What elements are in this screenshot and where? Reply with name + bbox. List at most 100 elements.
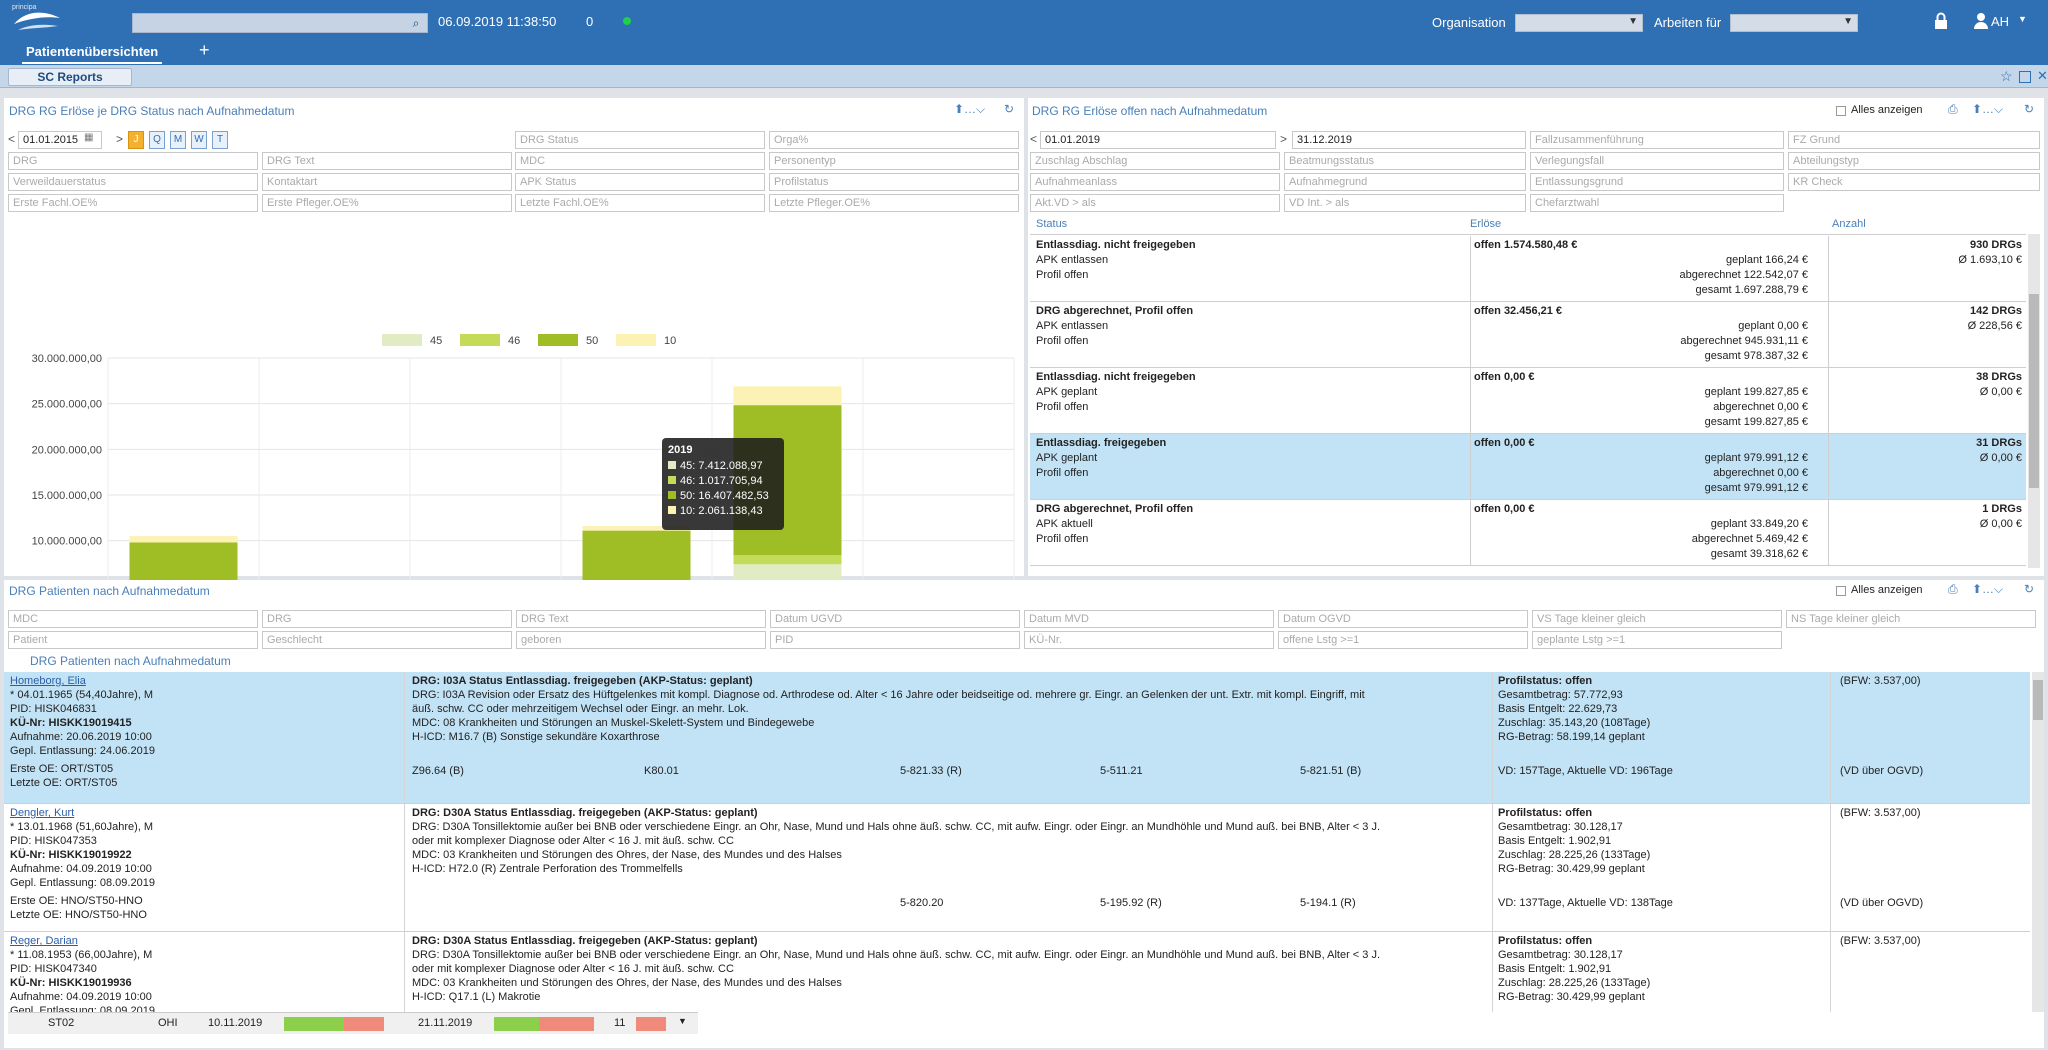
filter-aufnahmegrund[interactable]: Aufnahmegrund: [1284, 173, 1526, 191]
filter-datum-ugvd[interactable]: Datum UGVD: [770, 610, 1020, 628]
filter-pid[interactable]: PID: [770, 631, 1020, 649]
filter-zuschlag-abschlag[interactable]: Zuschlag Abschlag: [1030, 152, 1280, 170]
filter-drg[interactable]: DRG: [8, 152, 258, 170]
scrollbar-thumb[interactable]: [2029, 294, 2039, 488]
bar-10-2019[interactable]: [733, 386, 842, 406]
filter-beatmungsstatus[interactable]: Beatmungsstatus: [1284, 152, 1526, 170]
strip-chevron-icon[interactable]: ▼: [678, 1016, 687, 1026]
patient-name[interactable]: Reger, Darian: [10, 935, 78, 947]
organisation-select[interactable]: ▼: [1515, 14, 1643, 32]
filter-mdc[interactable]: MDC: [8, 610, 258, 628]
filter-aufnahmeanlass[interactable]: Aufnahmeanlass: [1030, 173, 1280, 191]
tab-sc-reports[interactable]: SC Reports: [8, 68, 132, 86]
col-status[interactable]: Status: [1036, 218, 1068, 230]
lock-icon[interactable]: [1934, 12, 1948, 33]
patient-row[interactable]: Dengler, Kurt * 13.01.1968 (51,60Jahre), …: [4, 804, 2030, 932]
add-tab-button[interactable]: +: [199, 40, 210, 60]
period-week-button[interactable]: W: [191, 131, 207, 149]
filter-chefarztwahl[interactable]: Chefarztwahl: [1530, 194, 1784, 212]
legend-label[interactable]: 45: [430, 335, 442, 347]
arbeiten-fuer-select[interactable]: ▼: [1730, 14, 1858, 32]
next-date-icon[interactable]: >: [116, 132, 124, 146]
export-icon[interactable]: ⬆…⌵: [954, 102, 986, 116]
scrollbar-thumb[interactable]: [2033, 680, 2043, 720]
period-day-button[interactable]: T: [212, 131, 228, 149]
patient-name[interactable]: Homeborg, Elia: [10, 675, 86, 687]
user-menu-chevron-icon[interactable]: ▼: [2018, 14, 2027, 24]
bar-10-2018[interactable]: [582, 526, 691, 531]
filter-offene-lstg[interactable]: offene Lstg >=1: [1278, 631, 1528, 649]
legend-swatch[interactable]: [460, 334, 500, 346]
filter-verweildauerstatus[interactable]: Verweildauerstatus: [8, 173, 258, 191]
filter-orga[interactable]: Orga%: [769, 131, 1019, 149]
tab-patientenuebersichten[interactable]: Patientenübersichten: [22, 44, 163, 64]
refresh-icon[interactable]: ↻: [2024, 582, 2035, 596]
period-year-button[interactable]: J: [128, 131, 144, 149]
legend-swatch[interactable]: [616, 334, 656, 346]
filter-erste-pfleger-oe[interactable]: Erste Pfleger.OE%: [262, 194, 512, 212]
filter-apk-status[interactable]: APK Status: [515, 173, 765, 191]
period-quarter-button[interactable]: Q: [149, 131, 165, 149]
filter-fz-grund[interactable]: FZ Grund: [1788, 131, 2040, 149]
search-icon[interactable]: ⌕: [412, 16, 420, 30]
scrollbar[interactable]: [2032, 672, 2044, 1012]
open-row[interactable]: Entlassdiag. nicht freigegeben APK geplan…: [1030, 368, 2026, 434]
filter-datum-mvd[interactable]: Datum MVD: [1024, 610, 1274, 628]
filter-geboren[interactable]: geboren: [516, 631, 766, 649]
prev-date-icon[interactable]: <: [8, 132, 16, 146]
patient-name[interactable]: Dengler, Kurt: [10, 807, 75, 819]
legend-label[interactable]: 46: [508, 335, 520, 347]
filter-kontaktart[interactable]: Kontaktart: [262, 173, 512, 191]
maximize-icon[interactable]: [2019, 71, 2031, 83]
filter-drg-status[interactable]: DRG Status: [515, 131, 765, 149]
bar-46-2019[interactable]: [733, 555, 842, 565]
export-icon[interactable]: ⬆…⌵: [1972, 582, 2004, 596]
user-icon[interactable]: [1973, 12, 1989, 33]
filter-fallzusammenfuehrung[interactable]: Fallzusammenführung: [1530, 131, 1784, 149]
filter-ns-tage[interactable]: NS Tage kleiner gleich: [1786, 610, 2036, 628]
open-row[interactable]: DRG abgerechnet, Profil offen APK entlass…: [1030, 302, 2026, 368]
print-icon[interactable]: ⎙: [1948, 582, 1958, 596]
legend-swatch[interactable]: [538, 334, 578, 346]
patient-row[interactable]: Reger, Darian * 11.08.1953 (66,00Jahre), …: [4, 932, 2030, 1012]
date-input[interactable]: 01.01.2015: [18, 131, 102, 149]
refresh-icon[interactable]: ↻: [2024, 102, 2035, 116]
open-row[interactable]: DRG abgerechnet, Profil offen APK aktuell…: [1030, 500, 2026, 566]
col-erloese[interactable]: Erlöse: [1470, 218, 1502, 230]
refresh-icon[interactable]: ↻: [1004, 102, 1015, 116]
filter-kr-check[interactable]: KR Check: [1788, 173, 2040, 191]
legend-label[interactable]: 10: [664, 335, 676, 347]
search-input[interactable]: [132, 13, 428, 33]
filter-drg-text[interactable]: DRG Text: [262, 152, 512, 170]
to-arrow-icon[interactable]: >: [1280, 132, 1288, 146]
print-icon[interactable]: ⎙: [1948, 102, 1958, 116]
bar-10-2015[interactable]: [129, 536, 238, 543]
open-row[interactable]: Entlassdiag. nicht freigegeben APK entlas…: [1030, 236, 2026, 302]
filter-mdc[interactable]: MDC: [515, 152, 765, 170]
filter-akt-vd[interactable]: Akt.VD > als: [1030, 194, 1280, 212]
legend-swatch[interactable]: [382, 334, 422, 346]
filter-verlegungsfall[interactable]: Verlegungsfall: [1530, 152, 1784, 170]
filter-vs-tage[interactable]: VS Tage kleiner gleich: [1532, 610, 1782, 628]
app-logo[interactable]: [12, 6, 62, 36]
date-from-input[interactable]: 01.01.2019: [1040, 131, 1276, 149]
legend-label[interactable]: 50: [586, 335, 598, 347]
filter-profilstatus[interactable]: Profilstatus: [769, 173, 1019, 191]
filter-datum-ogvd[interactable]: Datum OGVD: [1278, 610, 1528, 628]
filter-geschlecht[interactable]: Geschlecht: [262, 631, 512, 649]
filter-personentyp[interactable]: Personentyp: [769, 152, 1019, 170]
calendar-icon[interactable]: ▦: [84, 132, 94, 143]
filter-letzte-pfleger-oe[interactable]: Letzte Pfleger.OE%: [769, 194, 1019, 212]
close-icon[interactable]: ✕: [2037, 68, 2048, 83]
col-anzahl[interactable]: Anzahl: [1832, 218, 1866, 230]
filter-ku-nr[interactable]: KÜ-Nr.: [1024, 631, 1274, 649]
filter-geplante-lstg[interactable]: geplante Lstg >=1: [1532, 631, 1782, 649]
alles-anzeigen-checkbox[interactable]: [1836, 586, 1846, 596]
filter-drg[interactable]: DRG: [262, 610, 512, 628]
patient-row[interactable]: Homeborg, Elia * 04.01.1965 (54,40Jahre),…: [4, 672, 2030, 804]
filter-drg-text[interactable]: DRG Text: [516, 610, 766, 628]
filter-abteilungstyp[interactable]: Abteilungstyp: [1788, 152, 2040, 170]
prev-date-icon[interactable]: <: [1030, 132, 1038, 146]
filter-letzte-fachl-oe[interactable]: Letzte Fachl.OE%: [515, 194, 765, 212]
star-icon[interactable]: ☆: [2000, 68, 2013, 84]
